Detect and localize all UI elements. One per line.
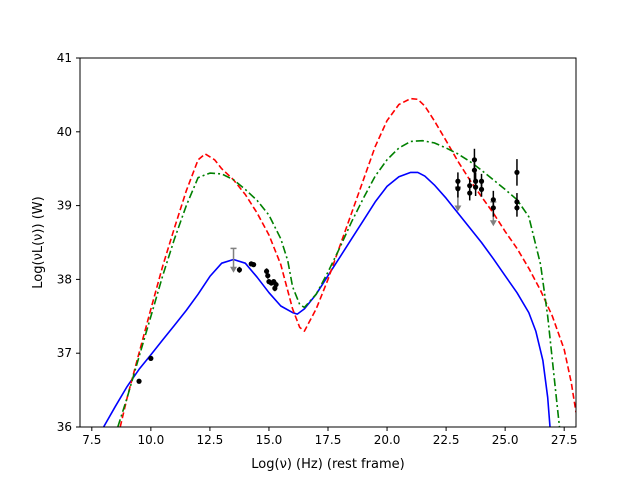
series-line-2: [119, 97, 576, 427]
data-point: [514, 198, 520, 217]
series-layer: [102, 97, 576, 427]
y-tick-label: 41: [57, 51, 72, 65]
data-point: [514, 159, 520, 186]
data-point: [236, 266, 243, 273]
data-point: [478, 181, 485, 197]
y-axis-label: Log(νL(ν)) (W): [31, 196, 46, 288]
y-axis: 36 37 38 39 40 41: [57, 51, 80, 434]
data-point: [467, 185, 473, 201]
y-tick-label: 36: [57, 420, 72, 434]
data-point: [136, 378, 142, 384]
y-tick-label: 38: [57, 272, 72, 286]
x-tick-label: 7.5: [82, 433, 101, 447]
y-tick-label: 40: [57, 125, 72, 139]
plot-background: [80, 58, 576, 427]
data-points-layer: [136, 148, 520, 384]
series-line-1: [102, 171, 551, 427]
data-point: [148, 355, 154, 361]
x-axis-label: Log(ν) (Hz) (rest frame): [251, 457, 404, 472]
y-tick-label: 37: [57, 346, 72, 360]
data-point: [455, 179, 461, 198]
data-point: [471, 159, 478, 182]
x-tick-label: 10.0: [137, 433, 164, 447]
data-point: [473, 178, 479, 197]
y-tick-label: 39: [57, 199, 72, 213]
data-point: [272, 285, 278, 292]
data-point: [263, 268, 270, 275]
x-axis: 7.5 10.0 12.5 15.0 17.5 20.0 22.5 25.0 27.5: [82, 427, 578, 447]
x-tick-label: 15.0: [256, 433, 283, 447]
x-tick-label: 27.5: [551, 433, 578, 447]
x-tick-label: 17.5: [315, 433, 342, 447]
data-point: [265, 272, 271, 279]
x-tick-label: 20.0: [374, 433, 401, 447]
x-tick-label: 12.5: [197, 433, 224, 447]
series-line-3: [117, 139, 561, 427]
upper-limit-marker: [230, 247, 238, 273]
x-tick-label: 25.0: [492, 433, 519, 447]
x-tick-label: 22.5: [433, 433, 460, 447]
data-point: [490, 198, 496, 217]
data-point: [251, 262, 257, 268]
